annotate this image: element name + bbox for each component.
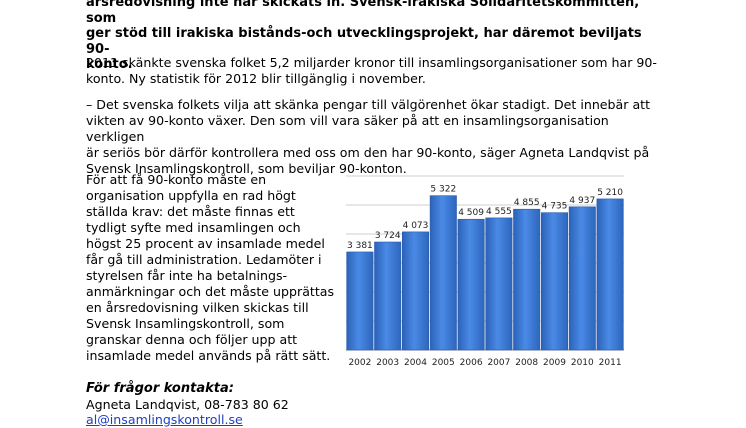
x-tick-2006: 2006 bbox=[460, 358, 483, 368]
x-tick-2008: 2008 bbox=[515, 358, 538, 368]
text-line: För att få 90-konto måste en bbox=[86, 172, 267, 187]
text-line: granskar denna och följer upp att bbox=[86, 332, 298, 347]
text-line: insamlade medel används på rätt sätt. bbox=[86, 348, 331, 363]
data-label-2007: 4 555 bbox=[486, 207, 512, 217]
bar-2006 bbox=[457, 218, 485, 351]
x-tick-2002: 2002 bbox=[348, 358, 371, 368]
paragraph-requirements: För att få 90-konto måste en organisatio… bbox=[86, 172, 344, 364]
paragraph-quote: – Det svenska folkets vilja att skänka p… bbox=[86, 97, 666, 177]
intro-paragraph-end: årsredovisning inte har skickats in. Sve… bbox=[86, 0, 646, 73]
data-label-2002: 3 381 bbox=[347, 241, 373, 251]
text-line: organisation uppfylla en rad högt bbox=[86, 188, 296, 203]
bar-2009 bbox=[540, 212, 569, 351]
text-line: en årsredovisning vilken skickas till bbox=[86, 300, 309, 315]
text-line: anmärkningar och det måste upprättas bbox=[86, 284, 335, 299]
x-tick-2005: 2005 bbox=[432, 358, 455, 368]
paragraph-donations: 2011 skänkte svenska folket 5,2 miljarde… bbox=[86, 55, 666, 87]
bar-2005 bbox=[429, 195, 457, 351]
bar-2003 bbox=[374, 241, 402, 351]
text-line: konto. Ny statistik för 2012 blir tillgä… bbox=[86, 71, 426, 86]
contact-email-link[interactable]: al@insamlingskontroll.se bbox=[86, 412, 243, 427]
x-tick-2003: 2003 bbox=[376, 358, 399, 368]
bar-2008 bbox=[513, 208, 541, 351]
text-line: vikten av 90-konto växer. Den som vill v… bbox=[86, 113, 609, 144]
text-line: – Det svenska folkets vilja att skänka p… bbox=[86, 97, 651, 112]
data-label-2004: 4 073 bbox=[403, 221, 429, 231]
bar-2011 bbox=[596, 198, 624, 351]
x-tick-2011: 2011 bbox=[599, 358, 622, 368]
text-line: tydligt syfte med insamlingen och bbox=[86, 220, 301, 235]
data-label-2003: 3 724 bbox=[375, 231, 401, 241]
data-label-2008: 4 855 bbox=[514, 198, 540, 208]
text-line: är seriös bör därför kontrollera med oss… bbox=[86, 145, 650, 160]
text-line: Svensk Insamlingskontroll, som beviljar … bbox=[86, 161, 407, 176]
data-label-2011: 5 210 bbox=[597, 188, 623, 198]
x-tick-2009: 2009 bbox=[543, 358, 566, 368]
data-label-2005: 5 322 bbox=[430, 185, 456, 195]
contact-heading: För frågor kontakta: bbox=[86, 381, 234, 396]
x-tick-2004: 2004 bbox=[404, 358, 427, 368]
data-label-2009: 4 735 bbox=[542, 202, 568, 212]
bar-2007 bbox=[485, 217, 513, 351]
text-line: 2011 skänkte svenska folket 5,2 miljarde… bbox=[86, 55, 657, 70]
text-line: årsredovisning inte har skickats in. Sve… bbox=[86, 0, 640, 26]
text-line: ställda krav: det måste finnas ett bbox=[86, 204, 295, 219]
bar-2010 bbox=[568, 206, 596, 351]
text-line: styrelsen får inte ha betalnings- bbox=[86, 268, 288, 283]
text-line: högst 25 procent av insamlade medel bbox=[86, 236, 325, 251]
text-line: ger stöd till irakiska bistånds-och utve… bbox=[86, 26, 642, 57]
data-label-2010: 4 937 bbox=[569, 196, 595, 206]
contact-name-phone: Agneta Landqvist, 08-783 80 62 bbox=[86, 397, 289, 412]
data-label-2006: 4 509 bbox=[458, 208, 484, 218]
text-line: får gå till administration. Ledamöter i bbox=[86, 252, 322, 267]
x-tick-2007: 2007 bbox=[487, 358, 510, 368]
bar-2004 bbox=[401, 231, 430, 351]
text-line: Svensk Insamlingskontroll, som bbox=[86, 316, 285, 331]
bar-2002 bbox=[346, 251, 374, 351]
x-tick-2010: 2010 bbox=[571, 358, 594, 368]
text-line: konto. bbox=[86, 57, 133, 72]
